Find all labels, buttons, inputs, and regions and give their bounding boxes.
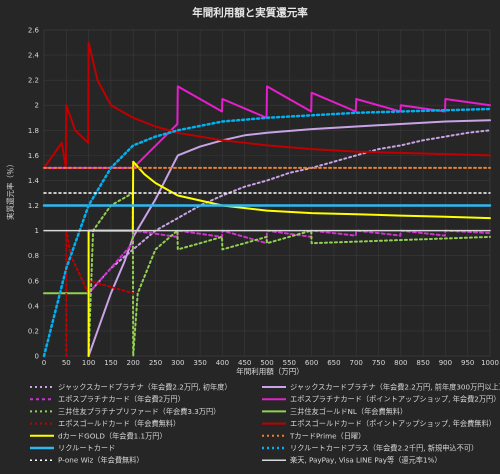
legend-label-6: エポスゴールドカード（年会費無料） xyxy=(58,419,180,428)
legend-label-9: TカードPrime（日曜） xyxy=(289,431,365,440)
x-axis-title: 年間利用額（万円） xyxy=(236,366,304,376)
legend-label-3: エポスプラチナカード（ポイントアップショップ, 年会費2万円） xyxy=(290,395,500,404)
x-tick-label: 500 xyxy=(260,359,273,367)
y-tick-label: 1 xyxy=(35,227,39,235)
y-tick-label: 2.2 xyxy=(28,77,39,85)
chart-title: 年間利用額と実質還元率 xyxy=(192,6,308,19)
legend-label-10: リクルートカード xyxy=(58,444,115,453)
x-tick-label: 400 xyxy=(216,359,229,367)
x-tick-label: 600 xyxy=(305,359,318,367)
x-tick-label: 200 xyxy=(127,359,140,367)
legend-label-13: 楽天, PayPay, Visa LINE Pay等（還元率1%） xyxy=(290,456,442,465)
y-tick-label: 0.4 xyxy=(28,302,40,310)
series-line-1 xyxy=(87,119,491,357)
series-line-4 xyxy=(87,192,491,357)
y-tick-label: 2.4 xyxy=(28,52,40,60)
x-tick-label: 550 xyxy=(283,359,296,367)
legend-label-12: P-one Wiz（年会費無料） xyxy=(58,456,144,465)
x-tick-label: 350 xyxy=(193,359,206,367)
x-tick-label: 50 xyxy=(62,359,71,367)
x-tick-label: 1000 xyxy=(481,359,499,367)
x-tick-label: 450 xyxy=(238,359,251,367)
legend-label-5: 三井住友ゴールドNL（年会費無料） xyxy=(290,407,407,416)
series-line-7 xyxy=(43,41,491,169)
y-tick-label: 0.2 xyxy=(28,327,39,335)
y-axis-title: 実質還元率（％） xyxy=(5,160,15,220)
x-tick-label: 800 xyxy=(394,359,407,367)
legend: ジャックスカードプラチナ（年会費2.2万円, 初年度） ジャックスカードプラチナ（… xyxy=(30,383,500,465)
legend-label-0: ジャックスカードプラチナ（年会費2.2万円, 初年度） xyxy=(58,383,232,392)
x-tick-label: 150 xyxy=(104,359,117,367)
x-tick-label: 100 xyxy=(82,359,95,367)
x-tick-label: 300 xyxy=(171,359,184,367)
grid-layer: 0 0.2 0.4 0.6 0.8 1 1.2 1.4 1.6 1.8 2 2.2 2.4 2.6 0 50 1… xyxy=(28,27,499,368)
legend-label-11: リクルートカードプラス（年会費2.2千円, 新規申込不可） xyxy=(290,444,478,453)
legend-label-1: ジャックスカードプラチナ（年会費2.2万円, 前年度300万円以上） xyxy=(290,383,500,392)
x-tick-label: 750 xyxy=(372,359,385,367)
legend-label-8: dカードGOLD（年会費1.1万円） xyxy=(58,431,167,440)
series-layer xyxy=(42,41,492,358)
x-tick-label: 250 xyxy=(149,359,162,367)
y-tick-label: 2.6 xyxy=(28,27,40,35)
y-tick-label: 1.8 xyxy=(28,127,39,135)
y-tick-label: 1.4 xyxy=(28,177,40,185)
legend-label-2: エポスプラチナカード（年会費2万円） xyxy=(58,395,185,404)
x-tick-label: 900 xyxy=(439,359,452,367)
series-line-6 xyxy=(65,229,135,357)
legend-label-7: エポスゴールドカード（ポイントアップショップ, 年会費無料） xyxy=(290,419,496,428)
x-tick-label: 850 xyxy=(416,359,429,367)
y-tick-label: 0.6 xyxy=(28,277,40,285)
series-line-11 xyxy=(42,107,492,358)
y-tick-label: 1.6 xyxy=(28,152,40,160)
series-line-8 xyxy=(87,160,491,357)
y-tick-label: 1.2 xyxy=(28,202,39,210)
x-tick-label: 950 xyxy=(461,359,474,367)
y-tick-label: 0 xyxy=(35,353,39,361)
legend-label-4: 三井住友プラチナプリファード（年会費3.3万円） xyxy=(58,407,220,416)
x-tick-label: 650 xyxy=(327,359,340,367)
x-tick-label: 0 xyxy=(42,359,46,367)
y-tick-label: 2 xyxy=(35,102,39,110)
y-tick-label: 0.8 xyxy=(28,252,39,260)
x-tick-label: 700 xyxy=(350,359,363,367)
